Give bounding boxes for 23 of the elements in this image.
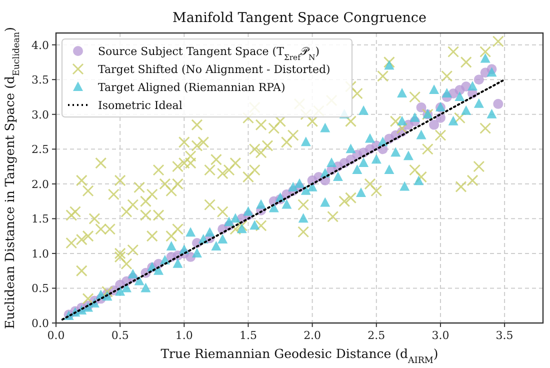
x-tick-label: 3.0 — [432, 329, 450, 342]
x-tick-label: 2.0 — [304, 329, 322, 342]
x-tick-label: 2.5 — [368, 329, 386, 342]
x-tick-label: 1.5 — [239, 329, 257, 342]
legend-label: Isometric Ideal — [98, 99, 183, 112]
chart-title: Manifold Tangent Space Congruence — [172, 10, 426, 26]
legend-label: Target Shifted (No Alignment - Distorted) — [98, 63, 330, 76]
x-tick-label: 1.0 — [175, 329, 193, 342]
y-tick-label: 0.5 — [32, 282, 49, 296]
y-tick-label: 2.5 — [32, 143, 49, 156]
y-tick-label: 3.0 — [32, 108, 49, 122]
x-tick-label: 0.0 — [47, 329, 65, 342]
x-axis-title: True Riemannian Geodesic Distance (d$_{AIRM}$) — [160, 346, 438, 366]
legend-label: Source Subject Tangent Space (T$_{Σref}$𝒫$_{N}$) — [98, 45, 320, 62]
y-tick-label: 1.5 — [32, 212, 49, 226]
y-tick-label: 1.0 — [32, 247, 49, 260]
x-tick-label: 0.5 — [111, 329, 129, 342]
y-tick-label: 4.0 — [32, 38, 49, 52]
y-tick-label: 3.5 — [32, 74, 49, 87]
x-tick-label: 3.5 — [496, 329, 514, 342]
y-tick-label: 0.0 — [32, 317, 49, 330]
y-tick-label: 2.0 — [32, 178, 49, 191]
legend-label: Target Aligned (Riemannian RPA) — [98, 81, 286, 94]
